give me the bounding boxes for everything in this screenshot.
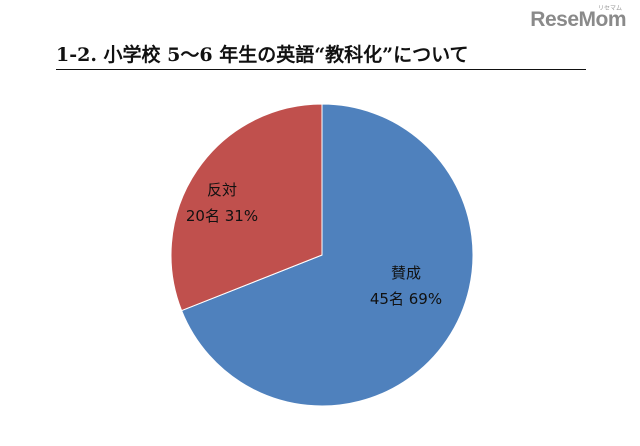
title-underline: [56, 69, 586, 70]
slice-value-disagree: 20名 31%: [186, 207, 258, 225]
pie-slice-agree: [180, 103, 474, 407]
slice-value-agree: 45名 69%: [370, 290, 442, 308]
slice-label-disagree: 反対: [207, 181, 237, 199]
chart-title: 1-2. 小学校 5～6 年生の英語“教科化”について: [56, 44, 469, 66]
pie-slice-disagree: [170, 103, 323, 312]
logo-subtext: リセマム: [597, 6, 622, 12]
resemom-logo: ReseMom: [530, 8, 626, 31]
slice-label-agree: 賛成: [391, 264, 421, 282]
